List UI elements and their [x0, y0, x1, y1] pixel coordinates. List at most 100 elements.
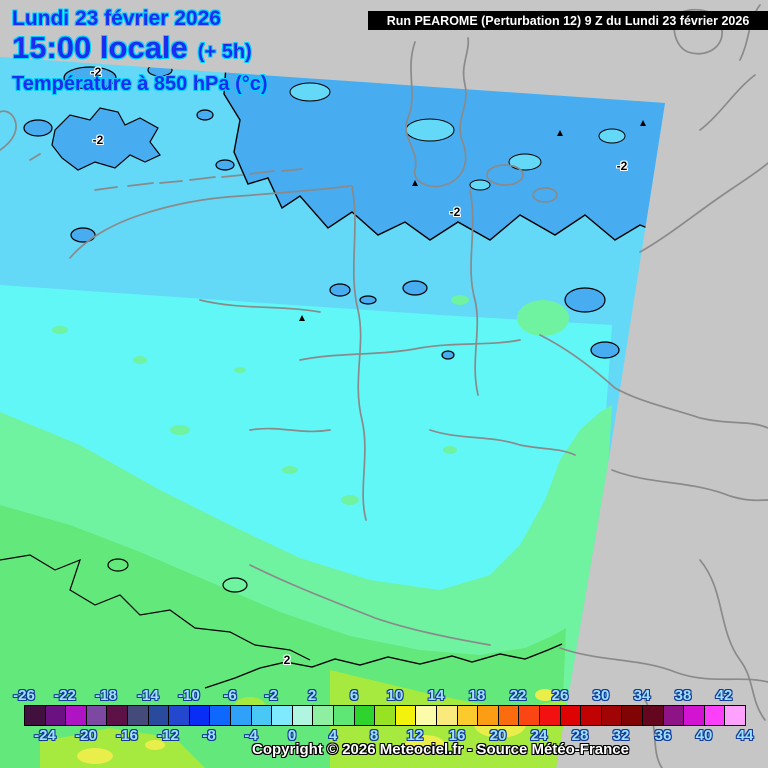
isotherm-value-label: -2 [616, 159, 628, 173]
scale-cell [312, 705, 334, 726]
scale-tick-top: 10 [386, 687, 404, 704]
border-baltic-coast [639, 162, 768, 253]
scale-tick-top: -22 [54, 687, 76, 704]
scale-tick-bottom: 4 [328, 727, 338, 744]
scale-cell [457, 705, 478, 726]
scale-cell [251, 705, 272, 726]
scale-tick-top: -26 [13, 687, 35, 704]
scale-cell [168, 705, 190, 726]
cyan-holes [289, 82, 626, 191]
scale-tick-bottom: -12 [157, 727, 179, 744]
scale-cell [663, 705, 684, 726]
scale-tick-bottom: 8 [369, 727, 379, 744]
border-sweden [699, 4, 761, 131]
scale-cell [518, 705, 540, 726]
border-swiss [249, 564, 491, 646]
copyright-text: Copyright © 2026 Meteociel.fr - Source M… [252, 741, 629, 758]
scale-tick-top: -10 [178, 687, 200, 704]
scale-tick-bottom: 28 [571, 727, 589, 744]
scale-tick-bottom: 20 [489, 727, 507, 744]
seafoam-speckles [52, 295, 469, 505]
scale-cell [683, 705, 705, 726]
isotherm-value-label: -2 [92, 133, 104, 147]
scale-cell [86, 705, 107, 726]
scale-tick-top: 22 [509, 687, 527, 704]
scale-tick-top: 26 [551, 687, 569, 704]
time-label: 15:00 locale (+ 5h) [12, 30, 268, 66]
border-dutch-coast [69, 185, 351, 259]
scale-tick-top: -18 [95, 687, 117, 704]
title-block: Lundi 23 février 2026 15:00 locale (+ 5h)… [12, 7, 268, 95]
scale-cell [374, 705, 396, 726]
scale-tick-bottom: 16 [448, 727, 466, 744]
contour-blob [222, 577, 248, 593]
scale-cell [189, 705, 210, 726]
scale-cell [580, 705, 602, 726]
date-label: Lundi 23 février 2026 [12, 7, 221, 30]
border-jutland [405, 37, 470, 188]
border-german-2 [469, 189, 479, 396]
scale-cell [271, 705, 293, 726]
scale-cell [621, 705, 643, 726]
isotherm-value-label: -2 [90, 65, 102, 79]
isotherm-southwest [0, 554, 311, 661]
scale-cell [642, 705, 664, 726]
scale-tick-top: 2 [307, 687, 317, 704]
scale-tick-top: 38 [674, 687, 692, 704]
zone-blue-north [224, 57, 665, 240]
scale-tick-bottom: 44 [736, 727, 754, 744]
scale-tick-bottom: 36 [654, 727, 672, 744]
parameter-label: Température à 850 hPa (°c) [12, 72, 268, 95]
scale-cell [333, 705, 355, 726]
scale-cell [292, 705, 313, 726]
border-island [673, 8, 723, 55]
scale-cell [601, 705, 622, 726]
map-markers [299, 120, 646, 321]
scale-tick-top: 14 [427, 687, 445, 704]
scale-tick-bottom: 0 [287, 727, 297, 744]
scale-tick-bottom: -24 [34, 727, 56, 744]
border-uk-fragment [0, 110, 41, 161]
scale-tick-top: 42 [715, 687, 733, 704]
scale-tick-top: 6 [349, 687, 359, 704]
scale-tick-bottom: -8 [202, 727, 216, 744]
scale-tick-top: -2 [264, 687, 278, 704]
scale-cell [436, 705, 458, 726]
border-frisian-islands [94, 168, 303, 191]
local-time: 15:00 locale [12, 30, 188, 66]
scale-cell [148, 705, 169, 726]
scale-tick-top: -14 [137, 687, 159, 704]
border-german-1 [351, 185, 367, 521]
scale-cell [127, 705, 149, 726]
scale-tick-bottom: -4 [244, 727, 258, 744]
scale-cell [106, 705, 128, 726]
scale-tick-top: 18 [468, 687, 486, 704]
scale-cell [477, 705, 499, 726]
scale-tick-bottom: 40 [695, 727, 713, 744]
scale-cell [65, 705, 87, 726]
scale-cell [539, 705, 561, 726]
country-borders [0, 4, 768, 768]
scale-tick-top: 30 [592, 687, 610, 704]
seafoam-blob [517, 300, 569, 336]
isotherm-value-label: 2 [283, 653, 291, 667]
scale-cell [395, 705, 416, 726]
scale-cell [230, 705, 252, 726]
scale-tick-top: -6 [223, 687, 237, 704]
scale-cell [45, 705, 66, 726]
scale-cell [209, 705, 231, 726]
scale-cell [498, 705, 519, 726]
run-info-bar: Run PEAROME (Perturbation 12) 9 Z du Lun… [368, 11, 768, 30]
scale-tick-bottom: 32 [612, 727, 630, 744]
scale-tick-bottom: 24 [530, 727, 548, 744]
scale-tick-bottom: 12 [406, 727, 424, 744]
isotherm-plus2 [204, 643, 563, 689]
border-austria [611, 469, 768, 502]
isotherm-value-label: -2 [449, 205, 461, 219]
run-info-text: Run PEAROME (Perturbation 12) 9 Z du Lun… [386, 13, 750, 28]
contour-blob [107, 558, 129, 572]
border-german-states [199, 299, 576, 456]
scale-cell [415, 705, 437, 726]
